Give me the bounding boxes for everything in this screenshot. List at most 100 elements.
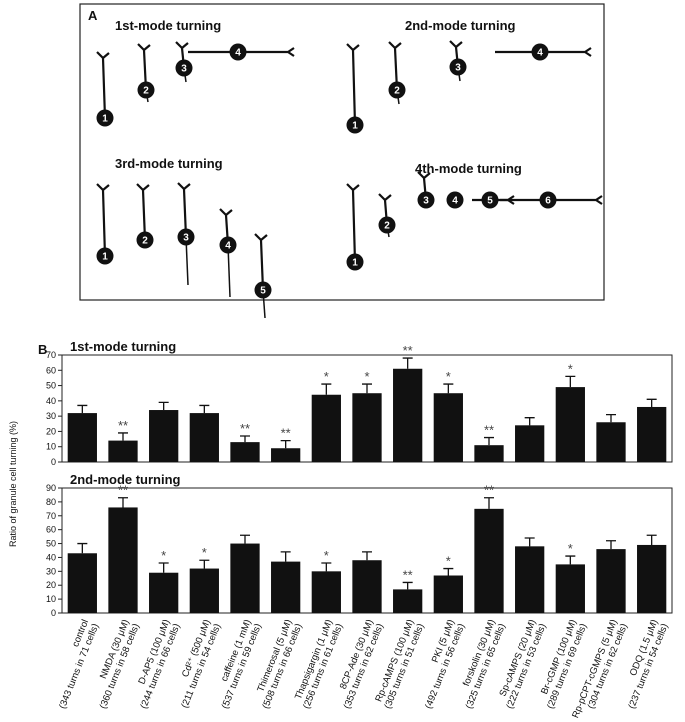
cell-body	[219, 236, 237, 254]
error-bar	[240, 534, 250, 544]
cell-body	[177, 228, 195, 246]
cell-body	[254, 281, 272, 299]
cell-body	[378, 216, 396, 234]
error-bar	[199, 559, 210, 569]
mode-title: 1st-mode turning	[115, 18, 221, 33]
bar	[149, 572, 179, 613]
bar	[393, 368, 423, 462]
mode-title: 4th-mode turning	[415, 161, 522, 176]
bar	[393, 589, 423, 613]
error-bar	[199, 404, 210, 414]
y-tick-label: 20	[46, 426, 56, 436]
bar	[596, 549, 626, 613]
neurite	[136, 183, 150, 241]
error-bar	[402, 357, 413, 369]
neurite	[495, 47, 592, 57]
cell-body	[539, 191, 557, 209]
cell-number: 4	[537, 48, 543, 59]
neurite	[188, 47, 295, 57]
bar	[189, 568, 219, 613]
y-tick-label: 40	[46, 552, 56, 562]
error-bar	[118, 432, 128, 441]
bar	[271, 448, 301, 462]
bar	[271, 561, 301, 613]
bar	[230, 543, 260, 613]
error-bar	[321, 383, 332, 395]
bar	[67, 413, 97, 462]
cell-body	[449, 58, 467, 76]
error-bar	[158, 562, 169, 573]
cell-body	[175, 59, 193, 77]
error-bar	[321, 562, 332, 572]
error-bar	[280, 551, 291, 562]
x-tick-label: control(343 turns in 71 cells)	[47, 618, 101, 710]
bar	[555, 387, 585, 462]
mode-title: 2nd-mode turning	[405, 18, 516, 33]
cell-number: 2	[394, 86, 400, 97]
cell-body	[388, 81, 406, 99]
error-bar	[565, 555, 576, 565]
cell-body	[531, 43, 549, 61]
neurite	[96, 183, 110, 257]
cell-number: 2	[143, 86, 149, 97]
y-tick-label: 20	[46, 580, 56, 590]
cell-body	[229, 43, 247, 61]
error-bar	[402, 581, 413, 590]
cell-number: 3	[455, 63, 461, 74]
bar	[352, 560, 382, 613]
error-bar	[646, 398, 657, 407]
significance: **	[118, 483, 128, 498]
significance: *	[324, 548, 329, 563]
cell-number: 4	[452, 196, 458, 207]
y-tick-label: 30	[46, 566, 56, 576]
y-tick-label: 40	[46, 396, 56, 406]
cell-number: 1	[102, 114, 108, 125]
panel-label: B	[38, 342, 47, 357]
bar	[515, 425, 545, 462]
error-bar	[158, 401, 169, 411]
cell-number: 2	[384, 221, 390, 232]
cell-number: 4	[235, 48, 241, 59]
error-bar	[484, 436, 494, 446]
bar	[311, 571, 341, 613]
bar	[311, 394, 341, 462]
mode-title: 3rd-mode turning	[115, 156, 223, 171]
cell-number: 1	[352, 258, 358, 269]
cell-number: 4	[225, 241, 231, 252]
bar	[352, 393, 382, 462]
bar	[230, 442, 260, 462]
cell-body	[346, 253, 364, 271]
y-tick-label: 70	[46, 350, 56, 360]
y-tick-label: 30	[46, 411, 56, 421]
cell-number: 2	[142, 236, 148, 247]
bar	[433, 393, 463, 462]
error-bar	[484, 497, 494, 509]
bar	[433, 575, 463, 613]
error-bar	[240, 435, 250, 443]
y-tick-label: 60	[46, 525, 56, 535]
cell-body	[346, 116, 364, 134]
neurite	[346, 43, 360, 126]
significance: **	[403, 343, 413, 358]
significance: *	[202, 545, 207, 560]
cell-body	[96, 247, 114, 265]
error-bar	[524, 537, 535, 547]
significance: **	[484, 483, 494, 498]
chart-title: 2nd-mode turning	[70, 472, 181, 487]
cell-number: 5	[260, 286, 266, 297]
y-tick-label: 50	[46, 539, 56, 549]
y-tick-label: 70	[46, 511, 56, 521]
significance: **	[240, 421, 250, 436]
significance: *	[364, 369, 369, 384]
significance: *	[161, 548, 166, 563]
y-tick-label: 90	[46, 483, 56, 493]
y-tick-label: 0	[51, 608, 56, 618]
error-bar	[606, 540, 616, 550]
y-tick-label: 80	[46, 497, 56, 507]
cell-body	[446, 191, 464, 209]
significance: *	[446, 369, 451, 384]
bar	[637, 406, 667, 462]
error-bar	[362, 383, 372, 394]
y-tick-label: 60	[46, 365, 56, 375]
